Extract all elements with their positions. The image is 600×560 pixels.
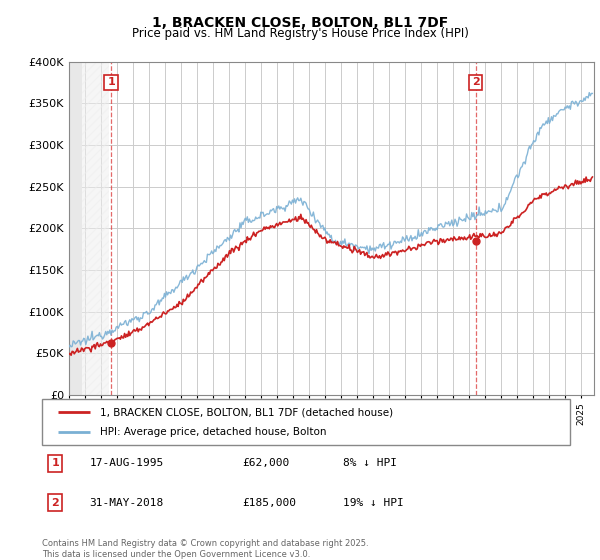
Text: £185,000: £185,000 — [242, 498, 296, 507]
Text: HPI: Average price, detached house, Bolton: HPI: Average price, detached house, Bolt… — [100, 427, 326, 437]
Text: 1: 1 — [107, 77, 115, 87]
Bar — [82, 62, 109, 395]
FancyBboxPatch shape — [42, 399, 570, 445]
Text: 1: 1 — [52, 459, 59, 468]
Text: 19% ↓ HPI: 19% ↓ HPI — [343, 498, 404, 507]
Text: Price paid vs. HM Land Registry's House Price Index (HPI): Price paid vs. HM Land Registry's House … — [131, 27, 469, 40]
Text: 2: 2 — [52, 498, 59, 507]
Text: Contains HM Land Registry data © Crown copyright and database right 2025.
This d: Contains HM Land Registry data © Crown c… — [42, 539, 368, 559]
Text: 8% ↓ HPI: 8% ↓ HPI — [343, 459, 397, 468]
Text: 2: 2 — [472, 77, 479, 87]
Text: £62,000: £62,000 — [242, 459, 290, 468]
Bar — [69, 62, 82, 395]
Text: 1, BRACKEN CLOSE, BOLTON, BL1 7DF (detached house): 1, BRACKEN CLOSE, BOLTON, BL1 7DF (detac… — [100, 407, 393, 417]
Text: 31-MAY-2018: 31-MAY-2018 — [89, 498, 164, 507]
Text: 17-AUG-1995: 17-AUG-1995 — [89, 459, 164, 468]
Text: 1, BRACKEN CLOSE, BOLTON, BL1 7DF: 1, BRACKEN CLOSE, BOLTON, BL1 7DF — [152, 16, 448, 30]
